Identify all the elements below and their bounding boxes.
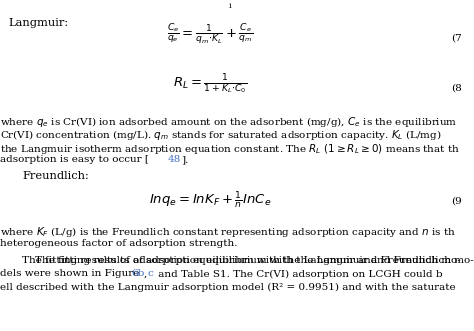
Text: and Table S1. The Cr(VI) adsorption on LCGH could b: and Table S1. The Cr(VI) adsorption on L… [155, 269, 443, 279]
Text: 48: 48 [168, 156, 181, 165]
Text: Cr(VI) concentration (mg/L). $q_m$ stands for saturated adsorption capacity. $K_: Cr(VI) concentration (mg/L). $q_m$ stand… [0, 128, 442, 143]
Text: 6b: 6b [131, 269, 145, 278]
Text: heterogeneous factor of adsorption strength.: heterogeneous factor of adsorption stren… [0, 239, 237, 248]
Text: c: c [148, 269, 154, 278]
Text: $\frac{C_e}{q_e} = \frac{1}{q_m{\cdot}K_L} + \frac{C_e}{q_m}$: $\frac{C_e}{q_e} = \frac{1}{q_m{\cdot}K_… [167, 22, 253, 47]
Text: (7: (7 [451, 33, 462, 42]
Text: The fitting results of adsorption equilibrium with the Langmuir and Freundlich m: The fitting results of adsorption equili… [22, 256, 461, 265]
Text: The fitting results of adsorption equilibrium with the Langmuir and Freundlich m: The fitting results of adsorption equili… [22, 256, 474, 265]
Text: adsorption is easy to occur [: adsorption is easy to occur [ [0, 156, 149, 165]
Text: Freundlich:: Freundlich: [22, 171, 89, 181]
Text: ,: , [144, 269, 147, 278]
Text: $\mathit{Inq_e = InK_F + \frac{1}{n}InC_e}$: $\mathit{Inq_e = InK_F + \frac{1}{n}InC_… [149, 189, 271, 210]
Text: $R_L = \frac{1}{1 + K_L{\cdot}C_0}$: $R_L = \frac{1}{1 + K_L{\cdot}C_0}$ [173, 72, 247, 96]
Text: ell described with the Langmuir adsorption model (R² = 0.9951) and with the satu: ell described with the Langmuir adsorpti… [0, 283, 456, 292]
Text: i: i [228, 2, 231, 10]
Text: where $q_e$ is Cr(VI) ion adsorbed amount on the adsorbent (mg/g), $C_e$ is the : where $q_e$ is Cr(VI) ion adsorbed amoun… [0, 115, 457, 129]
Text: ].: ]. [181, 156, 188, 165]
Text: (9: (9 [451, 197, 462, 206]
Text: (8: (8 [451, 83, 462, 92]
Text: where $K_F$ (L/g) is the Freundlich constant representing adsorption capacity an: where $K_F$ (L/g) is the Freundlich cons… [0, 225, 456, 239]
Text: the Langmuir isotherm adsorption equation constant. The $R_L$ $(1 \geq R_L \geq : the Langmuir isotherm adsorption equatio… [0, 142, 460, 156]
Text: dels were shown in Figure: dels were shown in Figure [0, 269, 143, 278]
Text: Langmuir:: Langmuir: [8, 18, 68, 28]
